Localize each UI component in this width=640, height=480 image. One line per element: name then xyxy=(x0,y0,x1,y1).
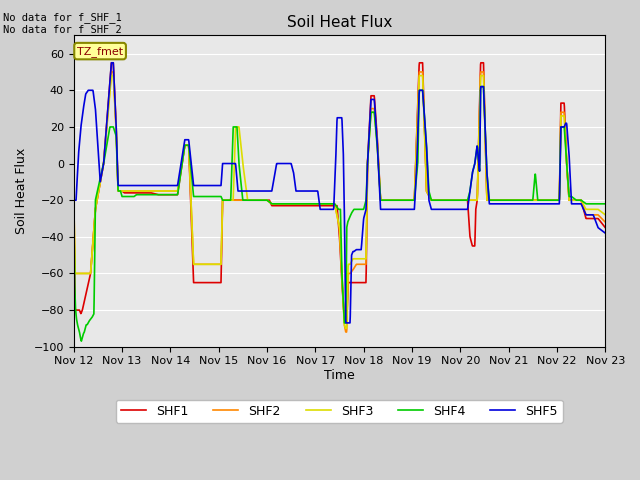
SHF5 xyxy=(489,201,497,207)
SHF4 xyxy=(602,201,609,207)
Y-axis label: Soil Heat Flux: Soil Heat Flux xyxy=(15,148,28,234)
SHF4 xyxy=(587,201,595,207)
SHF2 xyxy=(489,197,497,203)
SHF1 xyxy=(97,177,104,182)
SHF5 xyxy=(108,60,115,66)
SHF5 xyxy=(342,320,350,326)
Text: No data for f_SHF_1
No data for f_SHF_2: No data for f_SHF_1 No data for f_SHF_2 xyxy=(3,12,122,36)
SHF5 xyxy=(587,212,595,218)
SHF1 xyxy=(70,197,77,203)
Title: Soil Heat Flux: Soil Heat Flux xyxy=(287,15,392,30)
SHF1 xyxy=(586,216,594,221)
SHF4 xyxy=(328,201,336,207)
SHF1 xyxy=(108,60,115,66)
Line: SHF1: SHF1 xyxy=(74,63,605,319)
SHF4 xyxy=(70,197,77,203)
SHF5 xyxy=(314,193,322,199)
SHF4 xyxy=(489,197,497,203)
SHF3 xyxy=(97,177,104,182)
X-axis label: Time: Time xyxy=(324,369,355,382)
SHF1 xyxy=(328,203,336,208)
SHF2 xyxy=(602,219,609,225)
Line: SHF5: SHF5 xyxy=(74,63,605,323)
SHF3 xyxy=(342,325,350,331)
SHF3 xyxy=(586,206,594,212)
SHF5 xyxy=(70,197,77,203)
SHF3 xyxy=(602,212,609,218)
SHF3 xyxy=(70,188,77,194)
SHF1 xyxy=(314,203,322,208)
SHF4 xyxy=(477,84,484,89)
SHF5 xyxy=(97,176,104,182)
SHF5 xyxy=(586,212,594,218)
SHF1 xyxy=(602,225,609,230)
Line: SHF3: SHF3 xyxy=(74,76,605,328)
SHF2 xyxy=(586,212,594,218)
SHF1 xyxy=(587,216,595,221)
Text: TZ_fmet: TZ_fmet xyxy=(77,46,123,57)
SHF3 xyxy=(314,201,322,207)
SHF3 xyxy=(587,206,595,212)
SHF1 xyxy=(489,197,497,203)
SHF2 xyxy=(97,177,104,182)
SHF3 xyxy=(489,197,497,203)
SHF5 xyxy=(328,206,336,212)
SHF4 xyxy=(586,201,594,207)
Legend: SHF1, SHF2, SHF3, SHF4, SHF5: SHF1, SHF2, SHF3, SHF4, SHF5 xyxy=(116,400,563,423)
SHF5 xyxy=(602,230,609,236)
SHF4 xyxy=(77,338,85,344)
SHF3 xyxy=(108,73,115,79)
SHF2 xyxy=(108,69,115,75)
SHF4 xyxy=(314,201,322,207)
SHF2 xyxy=(587,212,595,218)
Line: SHF4: SHF4 xyxy=(74,86,605,341)
SHF1 xyxy=(340,316,348,322)
SHF4 xyxy=(97,172,105,178)
SHF2 xyxy=(328,201,336,207)
SHF2 xyxy=(70,188,77,194)
Line: SHF2: SHF2 xyxy=(74,72,605,332)
SHF3 xyxy=(328,201,336,207)
SHF2 xyxy=(342,329,350,335)
SHF2 xyxy=(314,201,322,207)
